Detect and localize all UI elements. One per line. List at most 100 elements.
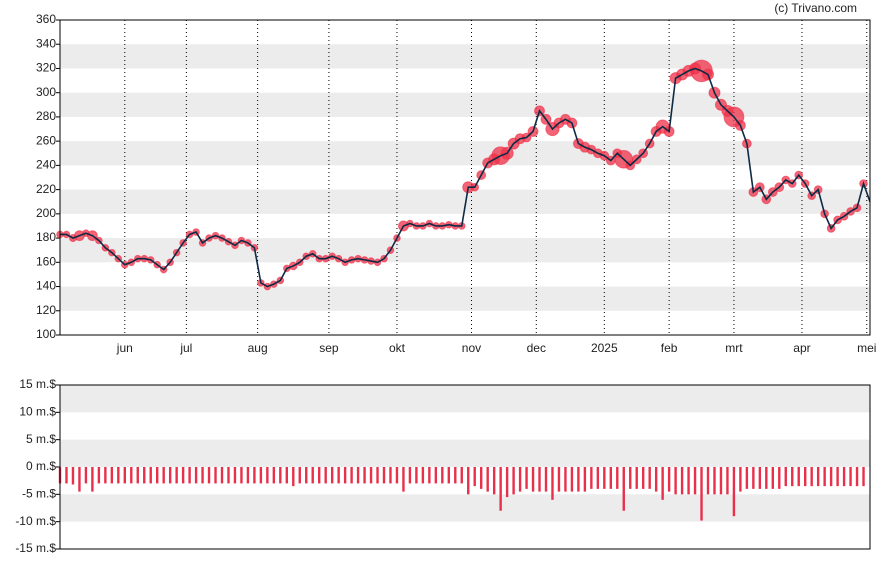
volume-bar [551, 467, 554, 500]
volume-bar [143, 467, 146, 484]
volume-bar [680, 467, 684, 495]
volume-bar [214, 467, 217, 484]
volume-bar [415, 467, 418, 484]
volume-bar [674, 467, 677, 495]
y-tick-label: 0 m.$ [26, 459, 56, 473]
volume-bar [765, 467, 768, 489]
volume-bar [622, 467, 625, 511]
volume-bar [156, 467, 159, 484]
volume-bar [778, 467, 781, 489]
volume-bar [849, 467, 852, 487]
volume-bar [207, 467, 211, 484]
volume-bar [758, 467, 762, 489]
volume-bar [855, 467, 859, 487]
volume-bar [590, 467, 593, 489]
volume-bar [227, 467, 230, 484]
volume-bar [369, 467, 373, 484]
y-tick-label: 10 m.$ [19, 405, 56, 419]
volume-bar [810, 467, 813, 487]
volume-bar [693, 467, 697, 495]
volume-bar [350, 467, 353, 484]
volume-bar [337, 467, 340, 484]
volume-bar [460, 467, 463, 484]
y-tick-label: 360 [36, 12, 56, 26]
volume-bar [318, 467, 321, 484]
y-tick-label: 100 [36, 327, 56, 341]
y-tick-label: 320 [36, 61, 56, 75]
grid-band [60, 92, 870, 117]
volume-bar [97, 467, 101, 484]
volume-bar [512, 467, 515, 495]
volume-bar [149, 467, 152, 484]
volume-bar [240, 467, 243, 484]
volume-bar [285, 467, 288, 484]
volume-bar [408, 467, 412, 484]
volume-bar [421, 467, 425, 484]
grid-band [60, 141, 870, 166]
volume-bar [233, 467, 237, 484]
volume-bar [467, 467, 470, 495]
volume-bar [583, 467, 587, 492]
volume-bar [110, 467, 114, 484]
volume-bar [577, 467, 580, 492]
y-tick-label: 15 m.$ [19, 377, 56, 391]
y-tick-label: 200 [36, 206, 56, 220]
volume-bar [544, 467, 548, 492]
credit: (c) Trivano.com [774, 1, 857, 15]
volume-bar [719, 467, 723, 495]
x-tick-label: jun [116, 341, 133, 355]
volume-bar [745, 467, 749, 489]
x-tick-label: feb [661, 341, 678, 355]
volume-bar [732, 467, 736, 517]
volume-bar [298, 467, 301, 484]
volume-bar [78, 467, 81, 492]
volume-bar [343, 467, 347, 484]
volume-bar [771, 467, 774, 489]
volume-bar [791, 467, 794, 487]
volume-bar [823, 467, 826, 487]
volume-bar [117, 467, 120, 484]
volume-bar [428, 467, 431, 484]
volume-bar [311, 467, 314, 484]
volume-bar [505, 467, 509, 498]
volume-bar [486, 467, 489, 492]
grid-band [60, 494, 870, 522]
grid-band [60, 44, 870, 69]
volume-bar [635, 467, 638, 489]
volume-bar [713, 467, 716, 495]
y-tick-label: 340 [36, 36, 56, 50]
y-tick-label: 160 [36, 254, 56, 268]
volume-bar [706, 467, 710, 495]
volume-bar [473, 467, 476, 487]
grid-band [60, 238, 870, 263]
volume-bar [279, 467, 282, 484]
volume-bar [804, 467, 807, 487]
volume-bar [661, 467, 664, 500]
volume-bar [181, 467, 185, 484]
volume-bar [687, 467, 690, 495]
x-tick-label: sep [319, 341, 339, 355]
volume-bar [836, 467, 839, 487]
volume-bar [330, 467, 334, 484]
volume-bar [188, 467, 191, 484]
volume-bar [71, 467, 75, 485]
y-tick-label: 260 [36, 133, 56, 147]
volume-bar [201, 467, 204, 484]
x-tick-label: apr [793, 341, 810, 355]
volume-bar [123, 467, 126, 484]
volume-bar [816, 467, 820, 487]
volume-bar [480, 467, 483, 489]
volume-bar [739, 467, 742, 492]
volume-bar [246, 467, 250, 484]
grid-band [60, 385, 870, 413]
volume-bar [434, 467, 438, 484]
volume-bar [648, 467, 651, 489]
volume-bar [518, 467, 522, 492]
volume-bar [84, 467, 88, 484]
volume-bar [259, 467, 263, 484]
volume-bar [829, 467, 833, 487]
volume-bar [389, 467, 392, 484]
x-tick-label: nov [462, 341, 481, 355]
y-tick-label: 240 [36, 158, 56, 172]
